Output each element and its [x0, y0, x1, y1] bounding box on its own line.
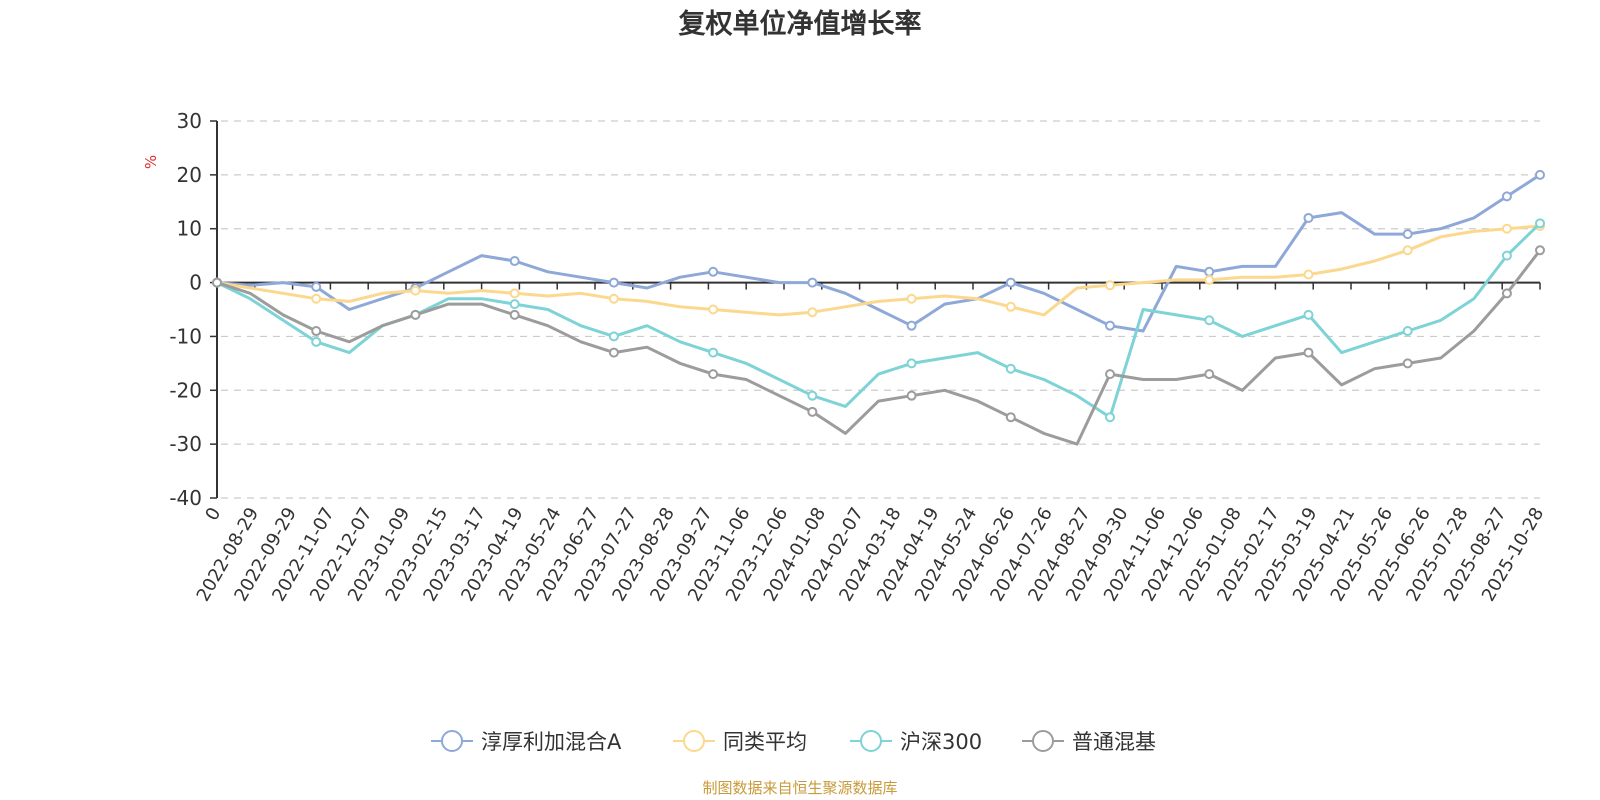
data-point[interactable] [509, 299, 520, 310]
data-point[interactable] [807, 390, 818, 401]
series-line [216, 173, 1541, 333]
series-2 [212, 221, 1545, 318]
y-tick-label: 20 [177, 163, 202, 187]
data-point[interactable] [1303, 269, 1314, 280]
data-point[interactable] [708, 347, 719, 358]
legend-circle-icon [683, 730, 705, 752]
data-point[interactable] [410, 285, 421, 296]
data-point[interactable] [708, 266, 719, 277]
data-source-note: 制图数据来自恒生聚源数据库 [702, 779, 897, 797]
y-tick-label: -30 [169, 432, 202, 456]
data-point[interactable] [1535, 218, 1545, 229]
x-tick-label: 0 [201, 504, 225, 524]
data-point[interactable] [1501, 250, 1512, 261]
data-point[interactable] [311, 293, 322, 304]
legend-label: 同类平均 [723, 730, 807, 754]
data-point[interactable] [1105, 280, 1116, 291]
chart-title: 复权单位净值增长率 [679, 8, 922, 40]
y-tick-label: -10 [169, 324, 202, 348]
data-point[interactable] [608, 277, 619, 288]
data-point[interactable] [906, 293, 917, 304]
data-point[interactable] [807, 277, 818, 288]
data-point[interactable] [509, 309, 520, 320]
data-point[interactable] [1303, 212, 1314, 223]
data-point[interactable] [1303, 347, 1314, 358]
data-point[interactable] [311, 326, 322, 337]
data-point[interactable] [608, 293, 619, 304]
data-point[interactable] [1402, 245, 1413, 256]
legend-item-2[interactable]: 同类平均 [673, 730, 807, 754]
data-point[interactable] [509, 256, 520, 267]
series-line [216, 222, 1542, 419]
y-tick-label: 10 [177, 217, 202, 241]
data-point[interactable] [608, 331, 619, 342]
data-point[interactable] [311, 281, 322, 292]
data-point[interactable] [1204, 266, 1215, 277]
series-1 [212, 169, 1545, 333]
data-point[interactable] [1204, 274, 1215, 285]
data-point[interactable] [807, 307, 818, 318]
data-point[interactable] [1402, 326, 1413, 337]
data-point[interactable] [1204, 315, 1215, 326]
legend-label: 沪深300 [900, 730, 982, 754]
data-point[interactable] [1501, 223, 1512, 234]
series-line [216, 249, 1542, 446]
data-point[interactable] [1105, 320, 1116, 331]
y-axis-label: % [142, 155, 160, 169]
data-point[interactable] [1535, 245, 1545, 256]
legend-label: 普通混基 [1072, 730, 1156, 754]
legend-item-4[interactable]: 普通混基 [1022, 730, 1156, 754]
data-point[interactable] [906, 320, 917, 331]
legend[interactable]: 淳厚利加混合A 同类平均 沪深300 普通混基 [431, 730, 1156, 754]
data-point[interactable] [906, 390, 917, 401]
y-tick-label: 0 [189, 271, 202, 295]
data-point[interactable] [608, 347, 619, 358]
data-point[interactable] [1501, 288, 1512, 299]
series-4 [212, 245, 1545, 446]
axis-layer: 3020100-10-20-30-4002022-08-292022-09-29… [169, 109, 1548, 605]
data-point[interactable] [906, 358, 917, 369]
data-point[interactable] [410, 309, 421, 320]
series-layer [212, 169, 1545, 446]
legend-item-1[interactable]: 淳厚利加混合A [431, 730, 622, 754]
y-tick-label: 30 [177, 109, 202, 133]
data-point[interactable] [1501, 191, 1512, 202]
data-point[interactable] [1535, 169, 1545, 180]
data-point[interactable] [708, 369, 719, 380]
legend-circle-icon [860, 730, 882, 752]
data-point[interactable] [509, 288, 520, 299]
data-point[interactable] [1005, 277, 1016, 288]
data-point[interactable] [1005, 412, 1016, 423]
data-point[interactable] [1204, 369, 1215, 380]
legend-item-3[interactable]: 沪深300 [850, 730, 982, 754]
data-point[interactable] [1005, 301, 1016, 312]
data-point[interactable] [1105, 369, 1116, 380]
y-tick-label: -40 [169, 486, 202, 510]
data-point[interactable] [212, 277, 222, 288]
data-point[interactable] [1402, 229, 1413, 240]
y-tick-label: -20 [169, 378, 202, 402]
series-3 [212, 218, 1545, 423]
data-point[interactable] [1105, 412, 1116, 423]
data-point[interactable] [1402, 358, 1413, 369]
legend-circle-icon [1032, 730, 1054, 752]
data-point[interactable] [1303, 309, 1314, 320]
data-point[interactable] [708, 304, 719, 315]
series-line [216, 224, 1541, 317]
data-point[interactable] [807, 406, 818, 417]
data-point[interactable] [1005, 363, 1016, 374]
legend-label: 淳厚利加混合A [481, 730, 622, 754]
legend-circle-icon [441, 730, 463, 752]
data-point[interactable] [311, 336, 322, 347]
